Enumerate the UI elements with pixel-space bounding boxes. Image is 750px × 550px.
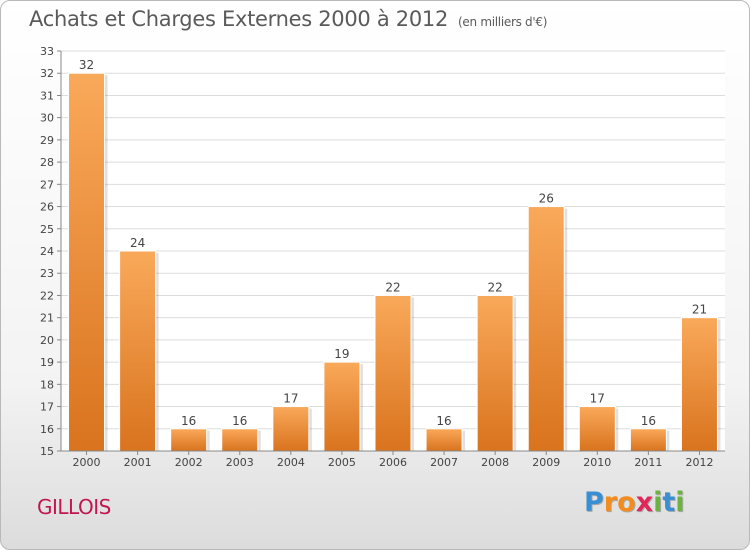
x-tick-label: 2007 [430,456,458,469]
logo-letter: o [617,487,636,518]
y-tick-label: 24 [40,245,54,258]
y-tick-label: 15 [40,445,54,458]
y-tick-label: 23 [40,267,54,280]
bar-2011[interactable] [629,428,667,452]
logo-letter: x [635,487,654,518]
y-tick-label: 30 [40,112,54,125]
bar-value-label: 22 [488,280,503,294]
y-tick-label: 29 [40,134,54,147]
bar-value-label: 16 [641,414,656,428]
bars: 32 24 16 16 17 19 22 16 22 26 17 16 21 [68,58,721,452]
y-tick-label: 27 [40,178,54,191]
proxiti-logo[interactable]: Proxiti [584,487,685,518]
chart-title: Achats et Charges Externes 2000 à 2012 (e… [29,7,547,31]
axes: 15 16 17 18 19 20 21 22 23 24 25 26 27 28 29 30 31 32 33 20… [40,45,725,469]
bar-2001[interactable] [119,250,157,452]
y-tick-label: 20 [40,334,54,347]
bar-value-label: 32 [79,58,94,72]
logo-letter: P [584,487,604,518]
y-tick-label: 26 [40,201,54,214]
y-tick-label: 18 [40,378,54,391]
bar-value-label: 16 [232,414,247,428]
x-tick-label: 2002 [175,456,203,469]
bar-2012[interactable] [680,317,718,452]
bar-2003[interactable] [221,428,259,452]
logo-letter: i [675,487,685,518]
x-tick-label: 2004 [277,456,305,469]
y-tick-label: 28 [40,156,54,169]
bar-value-label: 16 [436,414,451,428]
bar-2002[interactable] [170,428,208,452]
x-tick-label: 2012 [685,456,713,469]
y-tick-label: 16 [40,423,54,436]
bar-value-label: 19 [334,347,349,361]
y-tick-label: 21 [40,312,54,325]
bar-2000[interactable] [68,72,106,452]
x-tick-label: 2005 [328,456,356,469]
bar-value-label: 24 [130,236,145,250]
bar-value-label: 16 [181,414,196,428]
bar-value-label: 22 [385,280,400,294]
y-tick-label: 25 [40,223,54,236]
y-tick-label: 17 [40,401,54,414]
y-tick-label: 32 [40,67,54,80]
chart-subtitle: (en milliers d'€) [458,15,548,29]
x-tick-label: 2010 [583,456,611,469]
bar-2007[interactable] [425,428,463,452]
bar-2009[interactable] [527,206,565,452]
x-tick-label: 2001 [124,456,152,469]
x-tick-label: 2009 [532,456,560,469]
y-tick-label: 19 [40,356,54,369]
bar-value-label: 17 [283,392,298,406]
logo-letter: r [603,487,618,518]
bar-value-label: 26 [539,192,554,206]
bar-2008[interactable] [476,294,514,452]
x-tick-label: 2008 [481,456,509,469]
chart-title-text: Achats et Charges Externes 2000 à 2012 [29,7,449,31]
x-tick-label: 2000 [73,456,101,469]
x-tick-label: 2006 [379,456,407,469]
y-tick-label: 31 [40,89,54,102]
bar-2010[interactable] [578,406,616,452]
x-tick-label: 2003 [226,456,254,469]
bar-value-label: 17 [590,392,605,406]
bar-2005[interactable] [323,361,361,452]
commune-name: GILLOIS [37,495,111,519]
bar-value-label: 21 [692,303,707,317]
bar-2004[interactable] [272,406,310,452]
y-tick-label: 22 [40,289,54,302]
logo-letter: t [662,487,676,518]
x-tick-label: 2011 [634,456,662,469]
y-tick-label: 33 [40,45,54,58]
bar-2006[interactable] [374,294,412,452]
logo-letter: i [653,487,663,518]
